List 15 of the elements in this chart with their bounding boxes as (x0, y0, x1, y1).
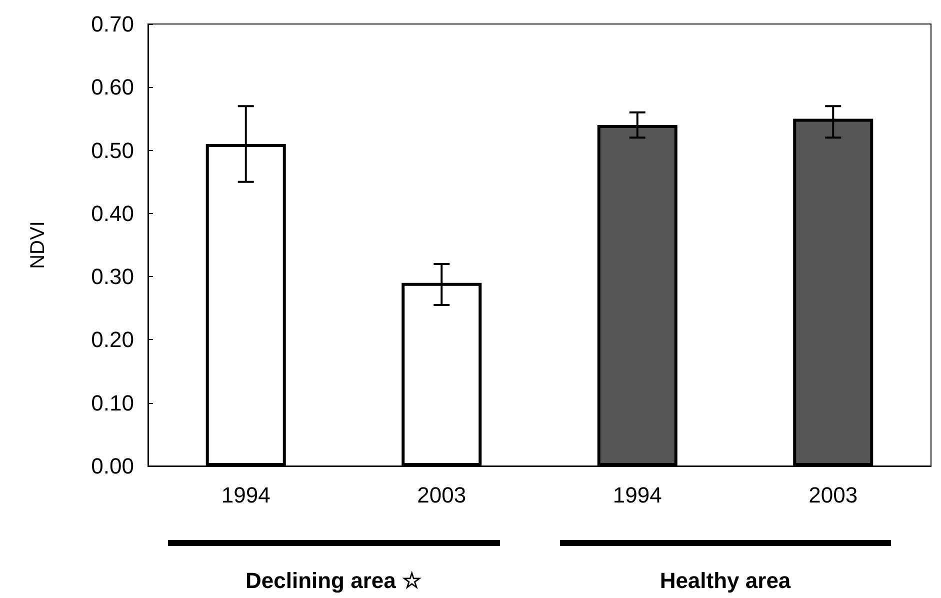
text: Declining area ☆ (244, 568, 423, 594)
y-tick-label: 0.30 (91, 264, 134, 290)
y-tick-label: 0.50 (91, 138, 134, 163)
y-tick-label: 0.20 (91, 327, 134, 352)
y-tick-label: 0.00 (91, 454, 134, 478)
x-tick-label: 2003 (808, 482, 858, 508)
text: Healthy area (658, 568, 792, 594)
y-tick-label: 0.60 (91, 74, 134, 100)
y-tick-label: 0.10 (91, 390, 134, 416)
x-tick-label: 1994 (612, 482, 662, 508)
y-axis-title: NDVI (27, 221, 49, 269)
y-tick-label: 0.70 (91, 12, 134, 36)
x-tick-label: 1994 (221, 482, 270, 508)
x-tick-label: 2003 (417, 482, 466, 508)
y-tick-label: 0.40 (91, 200, 134, 226)
